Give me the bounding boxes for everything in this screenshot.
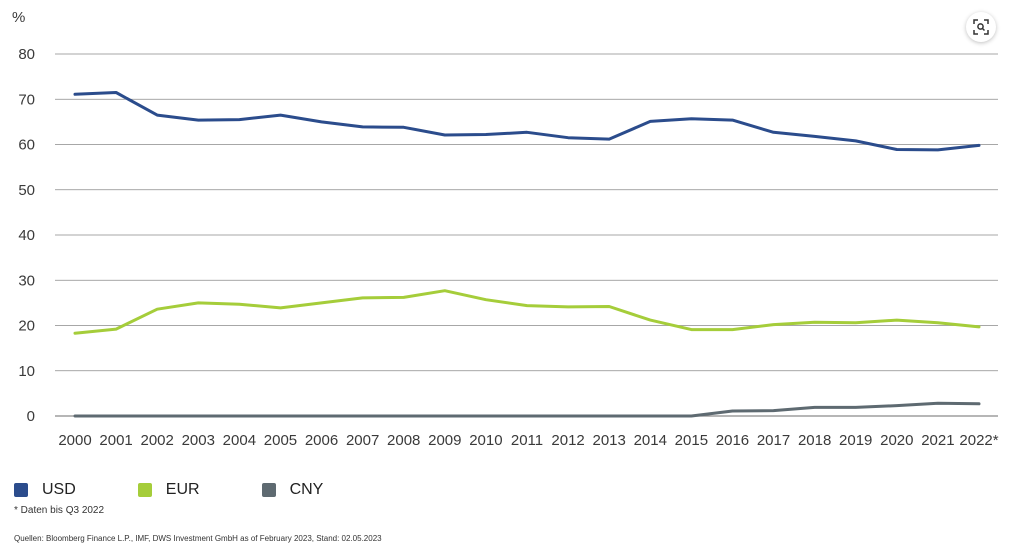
series-lines [73, 91, 981, 418]
x-tick-label: 2012 [551, 432, 584, 449]
x-tick-label: 2003 [182, 432, 215, 449]
x-axis-ticks: 2000 2001 2002 2003 2004 2005 2006 2007 2008 2009… [58, 432, 998, 449]
chart-legend: USD EUR CNY [14, 481, 385, 499]
legend-item-cny: CNY [261, 481, 324, 499]
x-tick-label: 2015 [675, 432, 708, 449]
x-tick-label: 2021 [921, 432, 954, 449]
x-tick-label: 2005 [264, 432, 297, 449]
zoom-button[interactable] [966, 12, 996, 42]
y-tick-label: 60 [18, 137, 35, 154]
x-tick-label: 2019 [839, 432, 872, 449]
y-tick-label: 10 [18, 363, 35, 380]
x-tick-label: 2010 [469, 432, 502, 449]
legend-label-usd: USD [42, 481, 76, 498]
x-tick-label: 2018 [798, 432, 831, 449]
x-tick-label: 2004 [223, 432, 256, 449]
y-tick-label: 0 [27, 408, 35, 425]
x-tick-label: 2000 [58, 432, 91, 449]
legend-item-eur: EUR [137, 481, 200, 499]
y-axis-unit-label: % [12, 9, 25, 26]
x-tick-label: 2022* [959, 432, 998, 449]
x-tick-label: 2001 [99, 432, 132, 449]
x-tick-label: 2002 [140, 432, 173, 449]
y-tick-label: 20 [18, 318, 35, 335]
x-tick-label: 2020 [880, 432, 913, 449]
x-tick-label: 2014 [634, 432, 667, 449]
series-line-usd [73, 91, 981, 152]
y-tick-label: 70 [18, 91, 35, 108]
legend-item-usd: USD [14, 481, 76, 499]
y-axis-ticks: 0 10 20 30 40 50 60 70 80 [18, 46, 35, 425]
zoom-icon [973, 19, 989, 35]
legend-label-cny: CNY [289, 481, 324, 498]
legend-swatch-eur [137, 483, 152, 497]
x-tick-label: 2013 [592, 432, 625, 449]
source-note: Quellen: Bloomberg Finance L.P., IMF, DW… [14, 534, 382, 543]
x-tick-label: 2008 [387, 432, 420, 449]
grid-lines [55, 53, 998, 417]
footnote: * Daten bis Q3 2022 [14, 505, 105, 516]
x-tick-label: 2007 [346, 432, 379, 449]
x-tick-label: 2011 [511, 432, 543, 449]
legend-swatch-usd [14, 483, 28, 497]
x-tick-label: 2017 [757, 432, 790, 449]
x-tick-label: 2009 [428, 432, 461, 449]
line-chart: % 0 10 20 30 40 50 60 70 80 2000 2001 2002 2003 2004… [12, 9, 999, 449]
x-tick-label: 2006 [305, 432, 338, 449]
y-tick-label: 30 [18, 272, 35, 289]
legend-label-eur: EUR [165, 481, 200, 498]
y-tick-label: 40 [18, 227, 35, 244]
x-tick-label: 2016 [716, 432, 749, 449]
y-tick-label: 50 [18, 182, 35, 199]
series-line-cny [73, 401, 981, 418]
legend-swatch-cny [261, 483, 276, 497]
y-tick-label: 80 [18, 46, 35, 63]
series-line-eur [73, 289, 981, 335]
